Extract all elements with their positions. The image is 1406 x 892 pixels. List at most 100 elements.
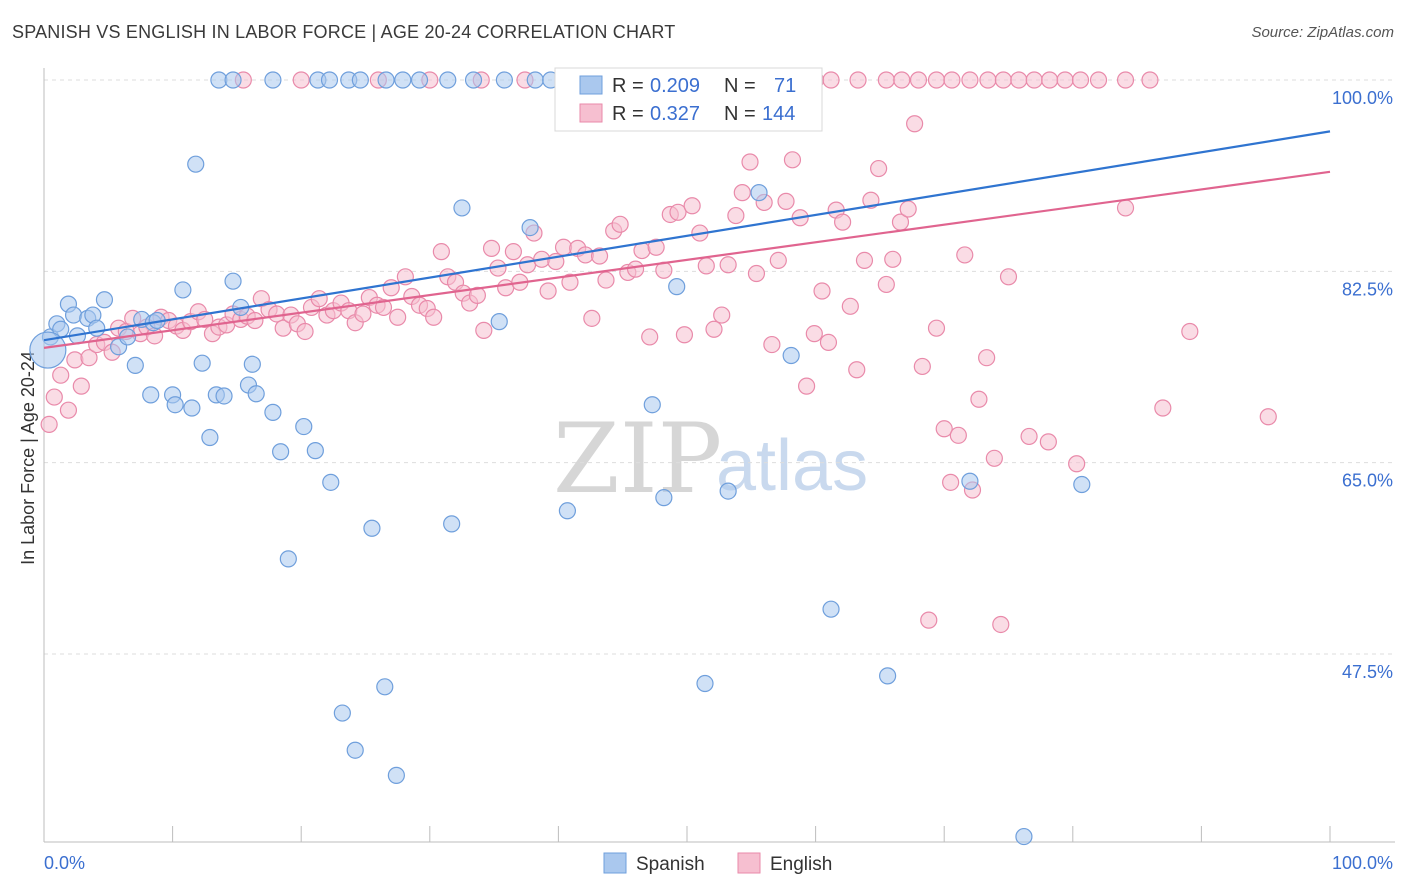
english-point bbox=[992, 615, 1010, 634]
spanish-point bbox=[961, 472, 979, 490]
spanish-point bbox=[333, 704, 351, 722]
english-point bbox=[920, 611, 938, 629]
english-point bbox=[705, 320, 723, 338]
spanish-point bbox=[495, 71, 513, 89]
english-point bbox=[1259, 408, 1277, 426]
english-points bbox=[40, 71, 1277, 634]
english-point bbox=[719, 256, 737, 274]
spanish-point bbox=[264, 71, 282, 89]
english-point bbox=[834, 213, 852, 231]
bottom-legend-swatch-english[interactable] bbox=[737, 852, 761, 874]
english-point bbox=[482, 239, 501, 257]
english-trend-line bbox=[43, 170, 1331, 349]
spanish-point bbox=[320, 71, 339, 89]
correlation-legend: R = 0.209 N = 71 R = 0.327 N = 144 bbox=[554, 67, 823, 132]
english-point bbox=[1141, 71, 1159, 89]
english-point bbox=[669, 203, 687, 221]
spanish-point bbox=[279, 550, 297, 568]
english-point bbox=[561, 273, 579, 291]
english-point bbox=[1056, 71, 1074, 89]
source-credit[interactable]: Source: ZipAtlas.com bbox=[1251, 24, 1394, 41]
spanish-point bbox=[351, 71, 369, 89]
english-point bbox=[870, 159, 888, 178]
spanish-point bbox=[387, 766, 405, 784]
english-point bbox=[597, 271, 615, 289]
english-point bbox=[1116, 199, 1135, 217]
english-point bbox=[626, 260, 645, 278]
english-point bbox=[813, 282, 831, 300]
english-point bbox=[66, 351, 84, 369]
english-point bbox=[611, 215, 629, 233]
english-point bbox=[909, 71, 928, 89]
bottom-legend-swatch-spanish[interactable] bbox=[603, 852, 627, 874]
english-point bbox=[877, 71, 895, 89]
y-tick-label: 100.0% bbox=[1332, 88, 1393, 108]
english-point bbox=[539, 282, 557, 300]
english-point bbox=[468, 286, 486, 304]
english-point bbox=[1181, 322, 1199, 341]
english-point bbox=[822, 71, 840, 89]
english-point bbox=[310, 290, 328, 308]
spanish-point bbox=[295, 417, 313, 436]
english-point bbox=[1025, 71, 1043, 89]
bottom-legend-label-spanish[interactable]: Spanish bbox=[636, 854, 705, 875]
english-point bbox=[1154, 399, 1172, 417]
watermark-atlas: atlas bbox=[716, 426, 868, 506]
x-ticks bbox=[43, 826, 1331, 842]
spanish-point bbox=[822, 600, 840, 618]
english-point bbox=[583, 309, 601, 327]
english-point bbox=[961, 71, 979, 89]
spanish-point bbox=[224, 71, 242, 89]
english-point bbox=[999, 268, 1018, 286]
english-point bbox=[733, 184, 751, 202]
english-point bbox=[927, 71, 946, 89]
series-legend: Spanish English bbox=[603, 852, 832, 875]
legend-r-label-spanish: R = bbox=[612, 75, 644, 97]
spanish-point bbox=[643, 396, 661, 414]
spanish-point bbox=[394, 71, 412, 89]
spanish-point bbox=[306, 442, 324, 460]
english-point bbox=[1039, 433, 1057, 451]
legend-n-value-english: 144 bbox=[762, 103, 795, 125]
y-axis-title: In Labor Force | Age 20-24 bbox=[18, 351, 38, 565]
english-point bbox=[59, 401, 78, 419]
english-point bbox=[970, 390, 988, 408]
english-point bbox=[805, 325, 823, 343]
english-point bbox=[296, 322, 314, 341]
english-point bbox=[927, 319, 946, 337]
english-point bbox=[877, 275, 895, 294]
english-point bbox=[554, 238, 573, 256]
english-point bbox=[906, 115, 924, 133]
english-point bbox=[374, 298, 393, 317]
english-point bbox=[713, 306, 731, 324]
spanish-point bbox=[187, 155, 205, 173]
spanish-point bbox=[322, 473, 340, 491]
english-point bbox=[884, 250, 902, 268]
spanish-point bbox=[1015, 827, 1033, 846]
spanish-point bbox=[782, 346, 800, 365]
english-point bbox=[72, 377, 90, 395]
spanish-point bbox=[272, 443, 290, 461]
y-tick-label: 47.5% bbox=[1342, 662, 1393, 682]
english-point bbox=[641, 328, 659, 346]
spanish-point bbox=[376, 678, 394, 696]
english-point bbox=[1089, 71, 1108, 89]
y-tick-labels: 47.5% 65.0% 82.5% 100.0% bbox=[1332, 88, 1393, 682]
english-point bbox=[777, 192, 795, 210]
english-point bbox=[697, 257, 715, 275]
spanish-points bbox=[29, 71, 1091, 846]
spanish-point bbox=[201, 428, 219, 447]
english-point bbox=[1116, 71, 1135, 89]
english-point bbox=[425, 308, 443, 326]
english-point bbox=[675, 326, 694, 344]
english-point bbox=[978, 349, 996, 367]
spanish-point bbox=[558, 502, 577, 520]
spanish-point bbox=[126, 356, 144, 374]
english-point bbox=[747, 264, 766, 283]
spanish-point bbox=[410, 71, 429, 89]
english-point bbox=[849, 71, 867, 89]
spanish-point bbox=[464, 71, 483, 89]
bottom-legend-label-english[interactable]: English bbox=[770, 854, 832, 875]
english-point bbox=[943, 71, 961, 89]
